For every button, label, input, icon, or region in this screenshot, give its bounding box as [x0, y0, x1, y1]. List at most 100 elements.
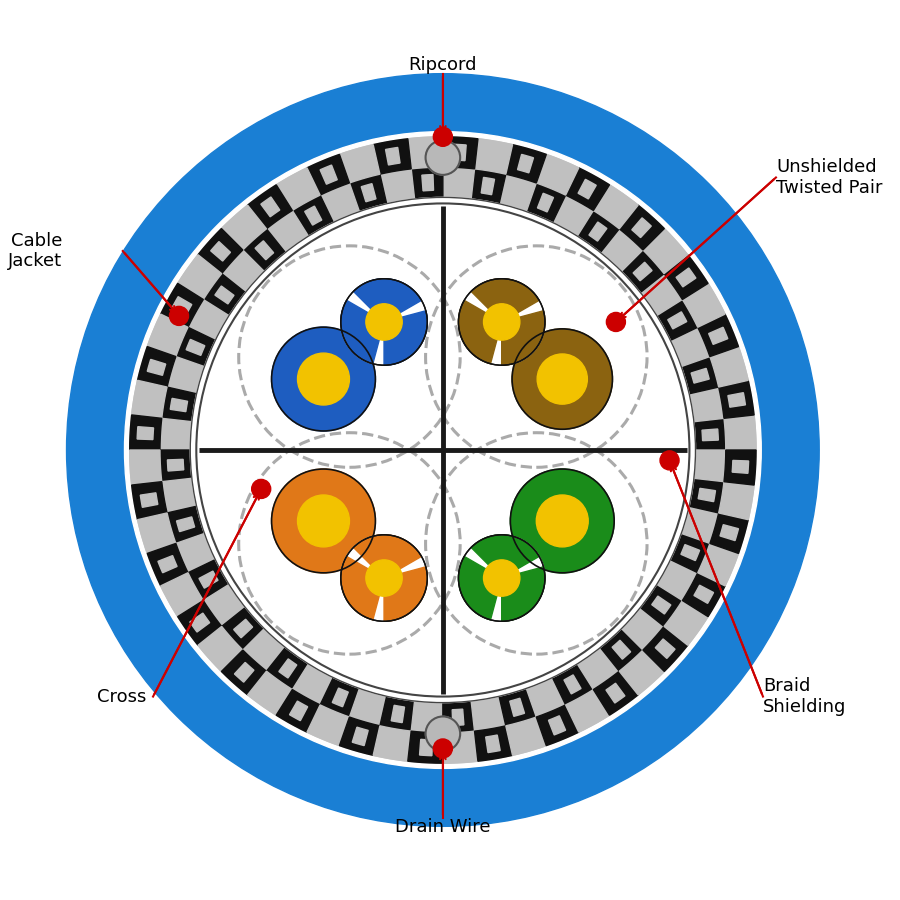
Polygon shape	[454, 144, 466, 161]
Circle shape	[458, 535, 545, 621]
Polygon shape	[553, 195, 593, 236]
Polygon shape	[689, 478, 724, 513]
Polygon shape	[161, 572, 203, 616]
Polygon shape	[385, 148, 400, 165]
Polygon shape	[606, 683, 625, 703]
Polygon shape	[162, 387, 196, 422]
Polygon shape	[162, 478, 196, 513]
Polygon shape	[670, 328, 710, 366]
Polygon shape	[619, 205, 664, 250]
Text: Ripcord: Ripcord	[409, 56, 477, 74]
Circle shape	[510, 469, 614, 573]
Polygon shape	[408, 137, 443, 169]
Text: Cross: Cross	[97, 688, 146, 706]
Polygon shape	[339, 717, 380, 755]
Polygon shape	[221, 608, 265, 650]
Circle shape	[434, 127, 453, 147]
Polygon shape	[578, 179, 596, 199]
Polygon shape	[500, 175, 536, 211]
Polygon shape	[698, 314, 739, 356]
Polygon shape	[655, 639, 675, 659]
Polygon shape	[177, 600, 221, 645]
Polygon shape	[652, 596, 670, 614]
Polygon shape	[374, 139, 411, 175]
Polygon shape	[553, 664, 593, 705]
Polygon shape	[452, 709, 464, 725]
Polygon shape	[664, 255, 708, 300]
Polygon shape	[698, 489, 716, 501]
Polygon shape	[292, 664, 333, 705]
Polygon shape	[506, 717, 546, 755]
Polygon shape	[501, 567, 545, 621]
Polygon shape	[458, 556, 498, 620]
Polygon shape	[694, 418, 725, 450]
Polygon shape	[290, 701, 308, 721]
Polygon shape	[443, 137, 478, 169]
Polygon shape	[694, 585, 714, 603]
Polygon shape	[537, 194, 554, 212]
Polygon shape	[536, 705, 579, 745]
Polygon shape	[472, 697, 506, 731]
Circle shape	[483, 304, 520, 340]
Polygon shape	[474, 139, 513, 175]
Polygon shape	[682, 284, 725, 328]
Circle shape	[130, 137, 756, 763]
Polygon shape	[349, 688, 387, 725]
Polygon shape	[176, 517, 194, 532]
Polygon shape	[600, 628, 643, 671]
Polygon shape	[419, 739, 433, 756]
Polygon shape	[374, 725, 411, 761]
Polygon shape	[188, 560, 229, 600]
Polygon shape	[276, 167, 320, 211]
Polygon shape	[719, 381, 754, 418]
Polygon shape	[657, 560, 698, 600]
Polygon shape	[619, 650, 664, 695]
Polygon shape	[167, 506, 204, 544]
Polygon shape	[506, 145, 546, 183]
Polygon shape	[186, 339, 205, 356]
Text: Drain Wire: Drain Wire	[395, 818, 491, 836]
Circle shape	[536, 495, 589, 547]
Text: Cable
Jacket: Cable Jacket	[8, 231, 62, 270]
Polygon shape	[622, 250, 664, 292]
Polygon shape	[501, 310, 545, 365]
Polygon shape	[167, 356, 204, 394]
Polygon shape	[593, 671, 638, 716]
Circle shape	[272, 327, 375, 431]
Polygon shape	[177, 255, 221, 300]
Polygon shape	[668, 311, 687, 328]
Polygon shape	[443, 167, 474, 199]
Polygon shape	[349, 175, 387, 211]
Polygon shape	[676, 268, 696, 287]
Polygon shape	[458, 301, 498, 364]
Polygon shape	[548, 716, 565, 735]
Polygon shape	[131, 381, 167, 418]
Circle shape	[483, 560, 520, 596]
Polygon shape	[536, 155, 579, 195]
Polygon shape	[341, 301, 381, 364]
Polygon shape	[728, 392, 745, 407]
Circle shape	[366, 304, 402, 340]
Polygon shape	[131, 482, 167, 519]
Polygon shape	[691, 368, 709, 383]
Polygon shape	[170, 399, 187, 411]
Polygon shape	[380, 697, 415, 731]
Polygon shape	[130, 450, 162, 485]
Polygon shape	[199, 572, 218, 589]
Polygon shape	[724, 415, 756, 450]
Polygon shape	[176, 534, 215, 572]
Polygon shape	[305, 206, 322, 225]
Circle shape	[512, 328, 612, 429]
Polygon shape	[698, 544, 739, 586]
Polygon shape	[612, 640, 631, 659]
Polygon shape	[176, 328, 215, 366]
Polygon shape	[710, 513, 748, 554]
Circle shape	[341, 535, 428, 621]
Polygon shape	[307, 705, 349, 745]
Polygon shape	[320, 165, 338, 184]
Polygon shape	[172, 297, 192, 315]
Polygon shape	[307, 155, 349, 195]
Polygon shape	[670, 534, 710, 572]
Polygon shape	[694, 450, 725, 482]
Polygon shape	[641, 274, 682, 316]
